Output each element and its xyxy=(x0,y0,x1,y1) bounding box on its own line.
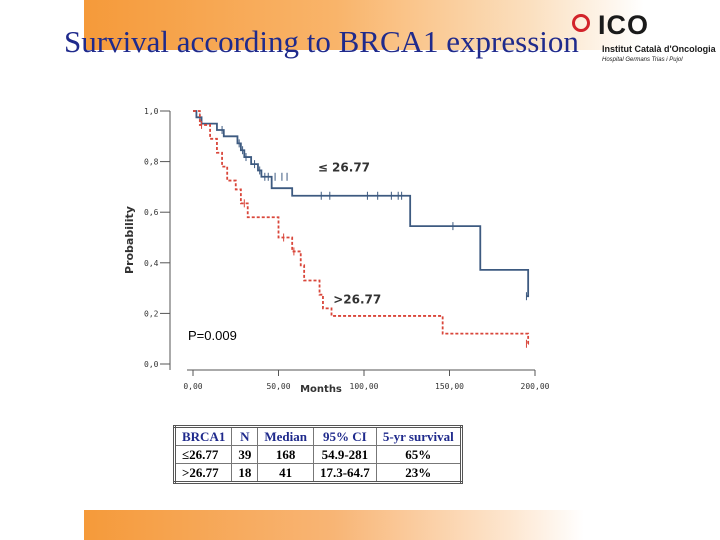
x-axis-label: Months xyxy=(300,384,342,395)
p-value-label: P=0.009 xyxy=(188,328,237,343)
x-tick-label: 0,00 xyxy=(183,382,202,391)
col-header-5yr-survival: 5-yr survival xyxy=(375,426,462,446)
y-tick-label: 0,6 xyxy=(144,208,159,217)
logo-subtitle: Institut Català d'Oncologia xyxy=(602,44,716,54)
x-tick-label: 150,00 xyxy=(435,382,464,391)
col-header-n: N xyxy=(231,426,259,446)
table-cell: 41 xyxy=(257,463,314,483)
table-cell: 18 xyxy=(231,463,259,483)
col-header-brca1: BRCA1 xyxy=(173,426,233,446)
series-label-low-brca1: ≤ 26.77 xyxy=(318,161,370,175)
series-label-high-brca1: >26.77 xyxy=(333,292,381,306)
y-axis-label: Probability xyxy=(123,206,136,274)
survival-chart: Probability Months P=0.009 0,0 0,2 0,4 0,6 0… xyxy=(123,107,550,395)
col-header-ci: 95% CI xyxy=(312,426,377,446)
survival-curve-low-brca1 xyxy=(193,110,530,298)
ico-logo: ICO Institut Català d'Oncologia Hospital… xyxy=(570,8,716,70)
table-header-row: BRCA1 N Median 95% CI 5-yr survival xyxy=(173,426,462,446)
table-cell: 23% xyxy=(375,463,462,483)
table-cell: 39 xyxy=(231,445,259,464)
table-cell: ≤26.77 xyxy=(173,445,233,464)
table-cell: 17.3-64.7 xyxy=(312,463,377,483)
y-tick-label: 1,0 xyxy=(144,107,159,116)
top-banner xyxy=(84,0,644,50)
slide-title: Survival according to BRCA1 expression xyxy=(64,24,579,59)
table-cell: 65% xyxy=(375,445,462,464)
y-tick-label: 0,8 xyxy=(144,158,159,167)
survival-curve-high-brca1 xyxy=(193,110,530,345)
y-tick-label: 0,0 xyxy=(144,360,159,369)
survival-stats-table: BRCA1 N Median 95% CI 5-yr survival ≤26.… xyxy=(173,425,463,484)
x-tick-label: 100,00 xyxy=(350,382,379,391)
table-cell: 168 xyxy=(257,445,314,464)
bottom-banner xyxy=(84,510,584,540)
x-tick-label: 50,00 xyxy=(266,382,290,391)
table-row: ≤26.77 39 168 54.9-281 65% xyxy=(173,445,462,464)
x-tick-label: 200,00 xyxy=(521,382,550,391)
y-tick-label: 0,2 xyxy=(144,309,159,318)
ico-logo-mark-icon xyxy=(572,14,590,32)
y-tick-label: 0,4 xyxy=(144,259,159,268)
table-cell: 54.9-281 xyxy=(312,445,377,464)
logo-hospital: Hospital Germans Trias i Pujol xyxy=(602,57,683,63)
logo-name: ICO xyxy=(598,10,650,40)
table-row: >26.77 18 41 17.3-64.7 23% xyxy=(173,463,462,483)
col-header-median: Median xyxy=(257,426,314,446)
table-cell: >26.77 xyxy=(173,463,233,483)
